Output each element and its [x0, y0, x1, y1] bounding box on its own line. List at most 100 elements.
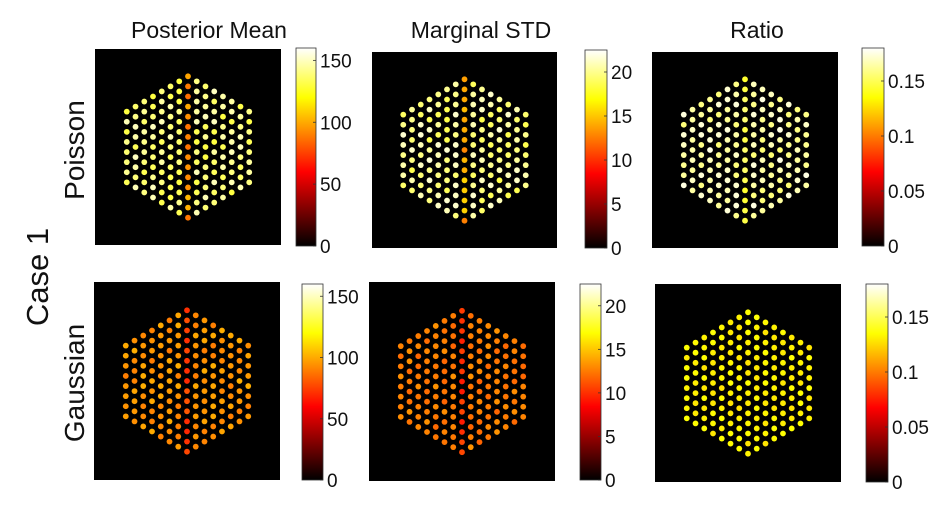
pixel [417, 121, 424, 128]
pixel [211, 169, 218, 176]
pixel [745, 349, 751, 356]
pixel [166, 438, 173, 445]
pixel [736, 395, 743, 402]
pixel [777, 137, 783, 143]
pixel [742, 167, 748, 174]
pixel [511, 368, 518, 375]
pixel [522, 172, 529, 179]
pixel [470, 142, 477, 148]
pixel [710, 390, 716, 396]
pixel [771, 405, 778, 412]
pixel [193, 118, 200, 125]
pixel [211, 88, 218, 95]
colorbar-tick-label: 100 [320, 113, 352, 134]
pixel [785, 121, 792, 128]
pixel [157, 423, 164, 430]
pixel [514, 167, 520, 174]
pixel [780, 410, 786, 417]
pixel [236, 388, 243, 394]
pixel [750, 202, 757, 209]
pixel [450, 403, 457, 410]
pixel [211, 98, 218, 105]
pixel [415, 424, 422, 430]
pixel [745, 400, 751, 407]
pixel [220, 164, 226, 171]
pixel [184, 448, 190, 455]
pixel [166, 408, 173, 415]
pixel [409, 167, 415, 174]
pixel [184, 428, 190, 435]
pixel [202, 174, 209, 181]
pixel [210, 433, 217, 440]
pixel [184, 327, 190, 334]
pixel [514, 137, 520, 143]
pixel [683, 385, 690, 391]
pixel [753, 324, 760, 331]
pixel [432, 363, 439, 370]
colorbar-tick-label: 5 [605, 427, 616, 448]
pixel [479, 147, 485, 153]
pixel [450, 393, 457, 400]
pixel [406, 378, 413, 385]
pixel [806, 354, 813, 361]
pixel [236, 347, 243, 354]
pixel [193, 199, 200, 206]
pixel [123, 139, 130, 145]
pixel [201, 388, 208, 394]
pixel [184, 307, 190, 314]
pixel [788, 405, 795, 412]
pixel [479, 197, 485, 204]
pixel [487, 91, 494, 98]
pixel [502, 424, 509, 430]
pixel [246, 149, 253, 155]
pixel [780, 359, 786, 366]
pixel [707, 167, 713, 174]
pixel [444, 126, 450, 133]
pixel [724, 96, 731, 103]
pixel [461, 86, 468, 93]
pixel [797, 410, 804, 417]
pixel [727, 430, 734, 437]
pixel [167, 194, 174, 201]
pixel [788, 354, 795, 361]
pixel [698, 192, 705, 199]
pixel [158, 149, 165, 155]
pixel [176, 78, 183, 85]
pixel [424, 429, 430, 435]
pixel [794, 177, 801, 184]
pixel [149, 418, 155, 425]
pixel [762, 319, 769, 326]
pixel [698, 131, 705, 138]
pixel [785, 162, 792, 169]
pixel [467, 363, 474, 370]
pixel [150, 154, 156, 161]
pixel [514, 126, 520, 133]
pixel [210, 352, 217, 359]
pixel [742, 187, 748, 194]
pixel [701, 344, 708, 351]
pixel [487, 121, 494, 128]
pixel [415, 413, 422, 420]
pixel [701, 364, 708, 371]
pixel [158, 128, 165, 135]
pixel [771, 324, 778, 331]
pixel [122, 352, 129, 359]
pixel [149, 408, 155, 415]
pixel [228, 98, 235, 105]
pixel [511, 348, 518, 355]
pixel [467, 393, 474, 400]
pixel [149, 337, 155, 344]
pixel [494, 368, 500, 375]
pixel [683, 415, 690, 422]
pixel [157, 403, 164, 410]
pixel [762, 410, 769, 417]
pixel [406, 358, 413, 365]
pixel [698, 142, 705, 148]
pixel [228, 169, 235, 176]
pixel [505, 192, 512, 199]
pixel [141, 169, 148, 176]
pixel [496, 126, 503, 133]
pixel [441, 328, 448, 334]
pixel [441, 368, 448, 375]
pixel [201, 408, 208, 415]
